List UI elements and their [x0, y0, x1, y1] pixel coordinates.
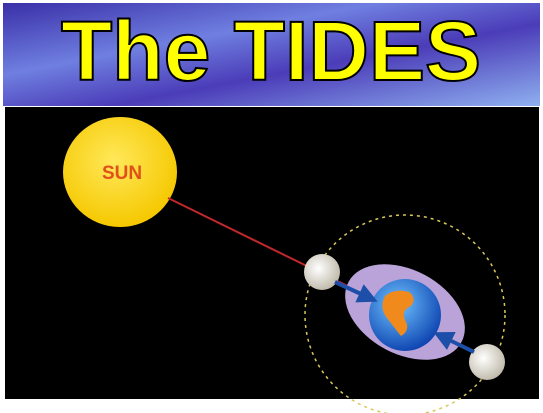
banner — [3, 3, 540, 106]
pull-arrow — [334, 280, 378, 303]
continent — [382, 290, 414, 336]
sun — [63, 117, 177, 227]
pull-arrow — [433, 332, 475, 354]
title: The TIDES — [61, 4, 481, 98]
sun-label: SUN — [102, 163, 142, 184]
moon-orbit — [304, 214, 506, 413]
earth — [369, 279, 441, 351]
moon — [469, 344, 505, 380]
moon — [304, 254, 340, 290]
